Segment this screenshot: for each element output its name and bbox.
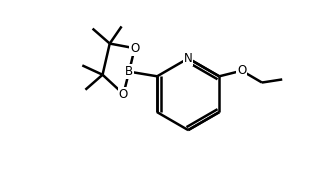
Text: O: O bbox=[119, 88, 128, 100]
Text: N: N bbox=[184, 52, 192, 65]
Text: O: O bbox=[237, 64, 246, 77]
Text: O: O bbox=[130, 42, 139, 55]
Text: B: B bbox=[125, 65, 133, 78]
